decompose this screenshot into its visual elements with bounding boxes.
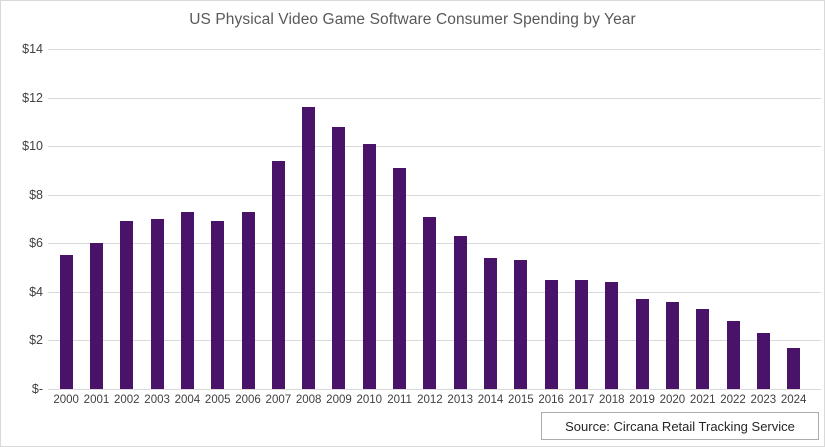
bar-slot: [688, 49, 718, 389]
x-axis-tick-label: 2005: [204, 394, 231, 406]
bar-slot: [566, 49, 596, 389]
x-axis-tick-label: 2004: [174, 394, 201, 406]
bars-layer: [51, 49, 809, 389]
bar-slot: [536, 49, 566, 389]
x-axis-tick-label: 2014: [477, 394, 504, 406]
source-label: Source: Circana Retail Tracking Service: [565, 418, 795, 434]
y-axis-tick-label: $-: [31, 382, 43, 396]
bar-slot: [354, 49, 384, 389]
bar-slot: [294, 49, 324, 389]
bar-2004: [180, 211, 194, 389]
x-axis: 2000 2001 2002 2003 2004 2005 2006 2007 2008 2009…: [51, 394, 809, 406]
bar-2009: [332, 126, 346, 389]
x-axis-tick-label: 2024: [780, 394, 807, 406]
bar-2011: [393, 168, 407, 389]
y-axis-tick-label: $14: [22, 42, 43, 56]
x-axis-tick-label: 2018: [598, 394, 625, 406]
x-axis-tick-label: 2015: [508, 394, 534, 406]
gridline: [48, 97, 821, 99]
bar-2002: [120, 221, 134, 389]
x-axis-tick-label: 2020: [659, 394, 686, 406]
y-axis-tick-label: $6: [29, 236, 43, 251]
bar-2019: [635, 299, 649, 389]
x-axis-tick-label: 2022: [720, 394, 746, 406]
gridline: [48, 146, 821, 148]
bar-slot: [172, 49, 202, 389]
bar-2006: [241, 211, 255, 389]
y-axis: $14 $12 $10 $8 $6 $4 $2 $-: [1, 42, 43, 396]
bar-2022: [726, 321, 740, 389]
bar-slot: [51, 49, 81, 389]
bar-2008: [302, 107, 316, 389]
bar-slot: [233, 49, 263, 389]
gridline: [48, 194, 821, 196]
bar-2015: [514, 260, 528, 389]
bar-2018: [605, 282, 619, 389]
bar-2001: [89, 243, 103, 389]
bar-slot: [112, 49, 142, 389]
bar-2012: [423, 216, 437, 389]
bar-2007: [271, 160, 285, 389]
x-axis-tick-label: 2016: [538, 394, 564, 406]
x-axis-tick-label: 2003: [144, 394, 170, 406]
y-axis-tick-label: $10: [22, 139, 43, 154]
bar-2016: [544, 279, 558, 389]
bar-2014: [484, 257, 498, 389]
x-axis-tick-label: 2011: [387, 394, 412, 406]
source-box: Source: Circana Retail Tracking Service: [541, 412, 819, 440]
bar-slot: [779, 49, 809, 389]
bar-slot: [597, 49, 627, 389]
chart-title: US Physical Video Game Software Consumer…: [189, 11, 636, 28]
bar-slot: [475, 49, 505, 389]
x-axis-tick-label: 2023: [750, 394, 777, 406]
x-axis-tick-label: 2000: [53, 394, 79, 406]
bar-slot: [81, 49, 111, 389]
bar-2024: [787, 347, 801, 389]
y-axis-tick-label: $12: [22, 90, 43, 105]
y-axis-tick-label: $2: [29, 333, 43, 348]
x-axis-tick-label: 2002: [113, 394, 140, 406]
bar-slot: [748, 49, 778, 389]
bar-slot: [142, 49, 172, 389]
bar-slot: [506, 49, 536, 389]
bar-2003: [150, 219, 164, 389]
x-axis-tick-label: 2019: [629, 394, 655, 406]
bar-slot: [445, 49, 475, 389]
bar-slot: [384, 49, 414, 389]
x-axis-tick-label: 2007: [265, 394, 292, 406]
bar-2020: [665, 301, 679, 389]
bar-2017: [574, 279, 588, 389]
bar-slot: [263, 49, 293, 389]
bar-2021: [696, 308, 710, 389]
bar-slot: [718, 49, 748, 389]
x-axis-tick-label: 2021: [689, 394, 716, 406]
gridline: [48, 49, 821, 50]
y-axis-tick-label: $4: [29, 284, 43, 299]
x-axis-tick-label: 2012: [417, 394, 443, 406]
x-axis-tick-label: 2008: [295, 394, 322, 406]
bar-slot: [203, 49, 233, 389]
plot-area: [48, 49, 821, 390]
x-axis-tick-label: 2013: [447, 394, 474, 406]
bar-slot: [324, 49, 354, 389]
bar-slot: [657, 49, 687, 389]
bar-2005: [211, 221, 225, 389]
x-axis-tick-label: 2001: [83, 394, 110, 406]
y-axis-tick-label: $8: [29, 187, 43, 202]
bar-slot: [415, 49, 445, 389]
x-axis-tick-label: 2010: [356, 394, 383, 406]
bar-2013: [453, 236, 467, 389]
gridline: [48, 389, 821, 390]
x-axis-tick-label: 2006: [235, 394, 261, 406]
x-axis-tick-label: 2017: [568, 394, 595, 406]
x-axis-tick-label: 2009: [326, 394, 352, 406]
bar-slot: [627, 49, 657, 389]
bar-2000: [59, 255, 73, 389]
bar-2023: [756, 333, 770, 389]
bar-2010: [362, 143, 376, 389]
